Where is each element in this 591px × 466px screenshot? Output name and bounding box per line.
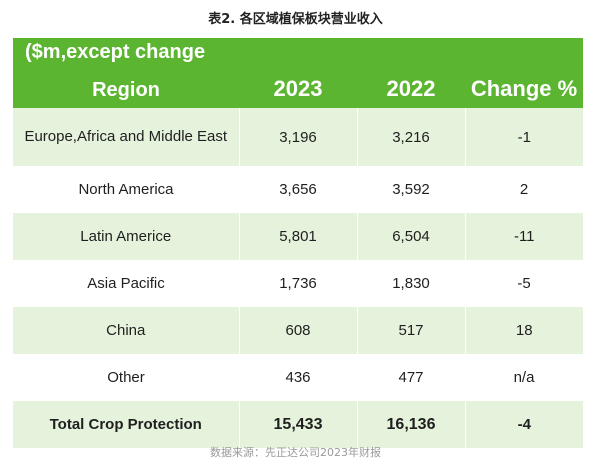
cell-change: 18 [464, 307, 583, 354]
cell-total-2023: 15,433 [238, 401, 357, 448]
cell-2022: 1,830 [357, 260, 465, 307]
header-change: Change % [470, 76, 578, 101]
cell-change: -5 [465, 260, 583, 307]
cell-change: -11 [464, 213, 583, 260]
cell-2023: 5,801 [238, 213, 357, 260]
table-header-row: ($m,except change Region 2023 2022 Chang… [13, 38, 583, 108]
cell-change: -1 [464, 108, 583, 166]
cell-region: North America [13, 166, 239, 213]
table-total-row: Total Crop Protection 15,433 16,136 -4 [13, 401, 583, 448]
cell-change: 2 [465, 166, 583, 213]
cell-2023: 3,656 [239, 166, 357, 213]
header-region-label: Region [92, 79, 160, 101]
cell-2022: 3,216 [356, 108, 465, 166]
cell-2022: 517 [356, 307, 465, 354]
table-row: North America 3,656 3,592 2 [13, 166, 583, 213]
cell-region: Other [13, 354, 239, 401]
cell-change: n/a [465, 354, 583, 401]
source-note: 数据来源：先正达公司2023年财报 [210, 446, 381, 459]
cell-total-change: -4 [464, 401, 583, 448]
table-row: Asia Pacific 1,736 1,830 -5 [13, 260, 583, 307]
table-row: China 608 517 18 [13, 307, 583, 354]
cell-total-2022: 16,136 [356, 401, 465, 448]
cell-2022: 477 [357, 354, 465, 401]
cell-2023: 436 [239, 354, 357, 401]
cell-region: Latin Americe [13, 213, 239, 260]
revenue-by-region-table: ($m,except change Region 2023 2022 Chang… [13, 38, 583, 448]
cell-2023: 3,196 [238, 108, 357, 166]
table-caption: 表2. 各区域植保板块营业收入 [208, 12, 383, 27]
header-region: ($m,except change Region [13, 38, 239, 108]
cell-2023: 1,736 [239, 260, 357, 307]
cell-2023: 608 [238, 307, 357, 354]
cell-2022: 6,504 [356, 213, 465, 260]
cell-region: China [13, 307, 239, 354]
cell-total-label: Total Crop Protection [13, 401, 239, 448]
cell-2022: 3,592 [357, 166, 465, 213]
table-row: Latin Americe 5,801 6,504 -11 [13, 213, 583, 260]
header-unit-note: ($m,except change [25, 41, 206, 63]
cell-region: Europe,Africa and Middle East [13, 108, 239, 166]
table-row: Europe,Africa and Middle East 3,196 3,21… [13, 108, 583, 166]
header-2022: 2022 [386, 76, 436, 101]
table-row: Other 436 477 n/a [13, 354, 583, 401]
header-2023: 2023 [273, 76, 323, 101]
cell-region: Asia Pacific [13, 260, 239, 307]
